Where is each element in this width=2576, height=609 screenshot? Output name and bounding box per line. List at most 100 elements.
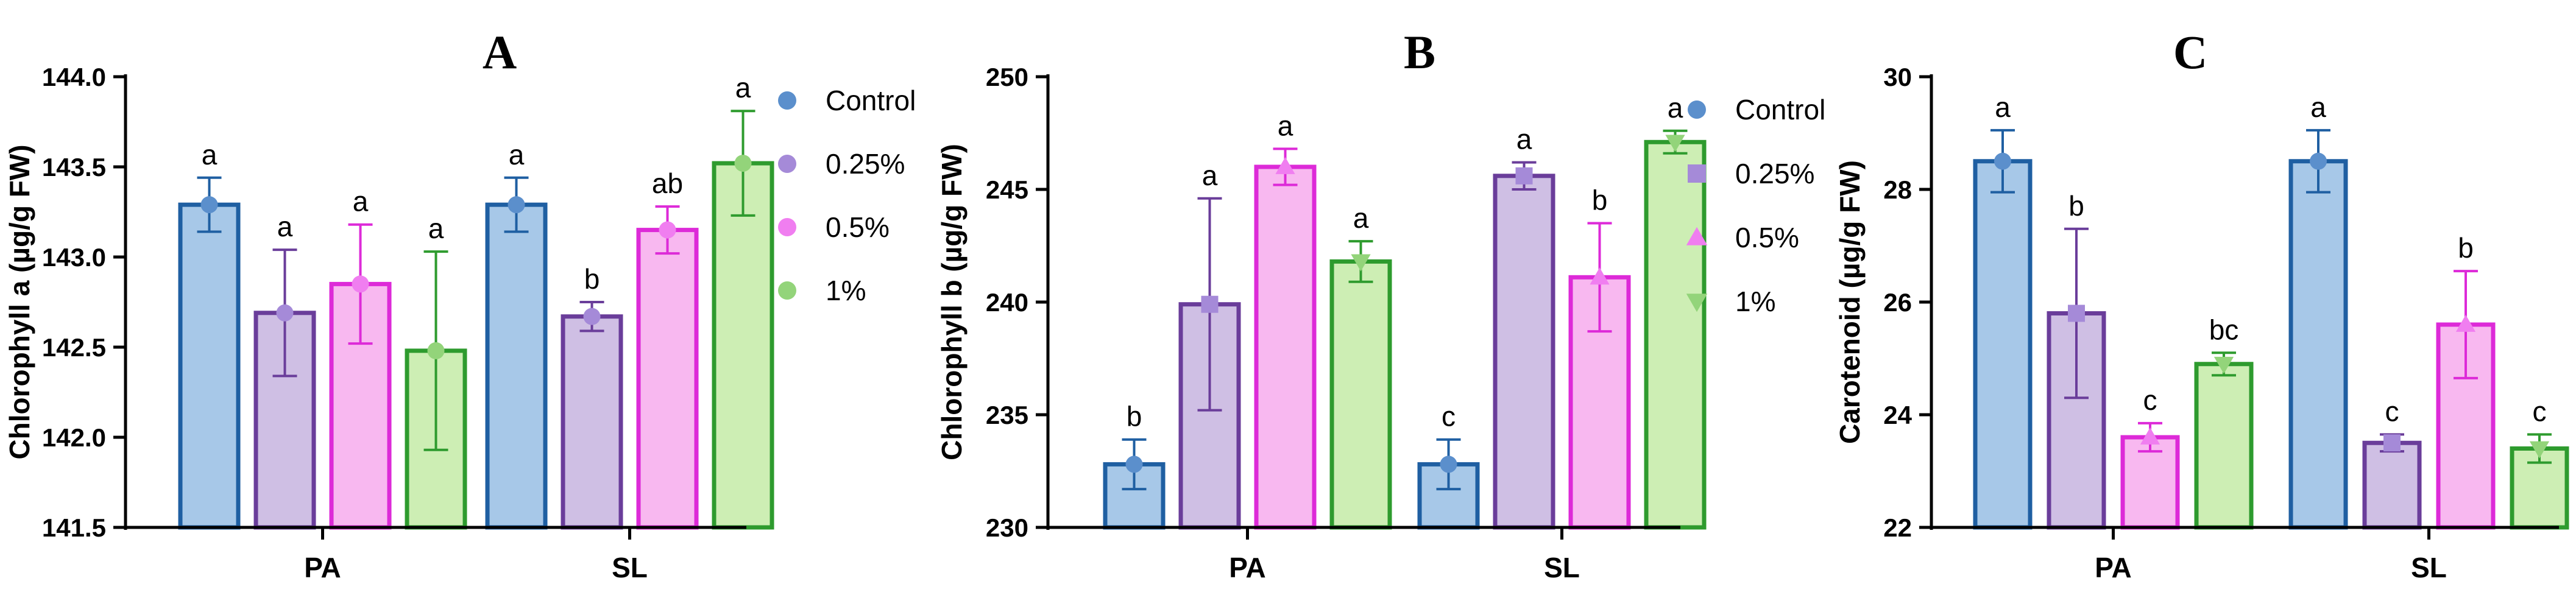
data-point-marker: [1665, 135, 1685, 152]
x-tick-label: PA: [1229, 552, 1266, 583]
significance-letter: b: [1127, 401, 1142, 432]
data-point-marker: [1590, 267, 1610, 285]
y-tick-label: 144.0: [42, 63, 106, 91]
legend-marker: [1686, 227, 1708, 245]
y-tick-label: 22: [1883, 513, 1912, 542]
legend-marker: [778, 281, 796, 300]
significance-letter: a: [2310, 91, 2326, 123]
x-tick-label: SL: [1544, 552, 1580, 583]
legend-marker: [778, 91, 796, 110]
data-point-marker: [1275, 157, 1295, 174]
data-point-marker: [2140, 427, 2160, 445]
bar: [1329, 259, 1392, 530]
legend: Control 0.25% 0.5% 1%: [778, 85, 916, 306]
legend-marker: [1688, 100, 1706, 119]
y-tick-label: 30: [1883, 63, 1912, 91]
significance-letter: a: [1516, 124, 1532, 155]
data-point-marker: [2213, 356, 2234, 374]
legend-marker: [1688, 164, 1706, 183]
y-axis-label: Chlorophyll b (µg/g FW): [936, 144, 968, 460]
data-point-marker: [2383, 434, 2401, 452]
legend-label: 0.5%: [826, 211, 890, 243]
x-tick-label: SL: [2411, 552, 2447, 583]
x-tick-label: PA: [2095, 552, 2132, 583]
significance-letter: a: [202, 139, 218, 171]
data-point-marker: [508, 196, 525, 214]
bar: [636, 228, 699, 530]
significance-letter: b: [584, 263, 600, 295]
significance-letter: ab: [652, 167, 683, 199]
y-tick-label: 26: [1883, 288, 1912, 317]
y-tick-label: 230: [986, 513, 1028, 542]
legend-marker: [1686, 294, 1708, 312]
significance-letter: c: [2143, 384, 2157, 416]
data-point-marker: [352, 275, 369, 293]
y-axis-label: Chlorophyll a (µg/g FW): [4, 144, 35, 459]
legend-marker: [778, 218, 796, 236]
significance-letter: a: [1995, 91, 2011, 123]
significance-letter: a: [353, 186, 369, 217]
data-point-marker: [276, 304, 294, 322]
significance-letter: a: [735, 72, 751, 104]
bar: [561, 314, 623, 530]
y-tick-label: 240: [986, 288, 1028, 317]
y-tick-label: 141.5: [42, 513, 106, 542]
data-point-marker: [659, 221, 676, 239]
legend-label: 1%: [826, 275, 866, 306]
significance-letter: b: [1592, 185, 1608, 216]
data-point-marker: [1440, 456, 1457, 473]
panel-b: B Chlorophyll b (µg/g FW) b c a a a b a a 230 235 24…: [936, 26, 1825, 583]
significance-letter: b: [2068, 190, 2084, 222]
legend-label: Control: [826, 85, 916, 116]
significance-letter: a: [428, 213, 444, 244]
legend-label: 0.25%: [826, 148, 905, 180]
data-point-marker: [1994, 152, 2011, 170]
significance-letter: c: [2533, 395, 2547, 427]
y-tick-label: 142.5: [42, 333, 106, 362]
bar: [178, 202, 241, 530]
significance-letter: a: [1668, 92, 1683, 124]
data-point-marker: [427, 342, 445, 359]
significance-letter: a: [1202, 160, 1218, 191]
significance-letter: a: [277, 211, 293, 242]
data-point-marker: [1515, 167, 1533, 185]
legend-label: Control: [1735, 94, 1825, 125]
significance-letter: a: [509, 139, 525, 171]
significance-letter: b: [2458, 232, 2474, 264]
y-tick-label: 142.0: [42, 423, 106, 452]
y-tick-label: 28: [1883, 175, 1912, 204]
significance-letter: a: [1353, 202, 1369, 234]
data-point-marker: [2455, 314, 2476, 332]
x-tick-label: SL: [612, 552, 648, 583]
data-point-marker: [583, 308, 601, 325]
y-tick-label: 245: [986, 175, 1028, 204]
significance-letter: c: [1442, 401, 1456, 432]
legend-label: 1%: [1735, 286, 1775, 317]
y-tick-label: 235: [986, 401, 1028, 429]
bar: [1254, 164, 1317, 530]
bar: [1644, 139, 1707, 530]
bar: [1493, 174, 1555, 530]
panel-letter: B: [1404, 26, 1435, 79]
legend: Control 0.25% 0.5% 1%: [1686, 94, 1825, 317]
panel-letter: A: [483, 26, 517, 79]
legend-label: 0.5%: [1735, 222, 1799, 253]
bar: [712, 161, 774, 530]
data-point-marker: [2068, 304, 2085, 322]
bar: [2362, 440, 2422, 530]
bar: [2288, 159, 2348, 530]
bar: [2194, 362, 2254, 530]
bar: [1973, 159, 2033, 530]
data-point-marker: [1201, 295, 1219, 313]
data-point-marker: [2310, 152, 2327, 170]
y-tick-label: 143.0: [42, 243, 106, 272]
data-point-marker: [2529, 441, 2550, 459]
panel-letter: C: [2173, 26, 2207, 79]
significance-letter: a: [1278, 110, 1293, 141]
data-point-marker: [1351, 254, 1371, 272]
data-point-marker: [734, 155, 752, 172]
y-tick-label: 143.5: [42, 153, 106, 181]
significance-letter: bc: [2209, 314, 2239, 345]
